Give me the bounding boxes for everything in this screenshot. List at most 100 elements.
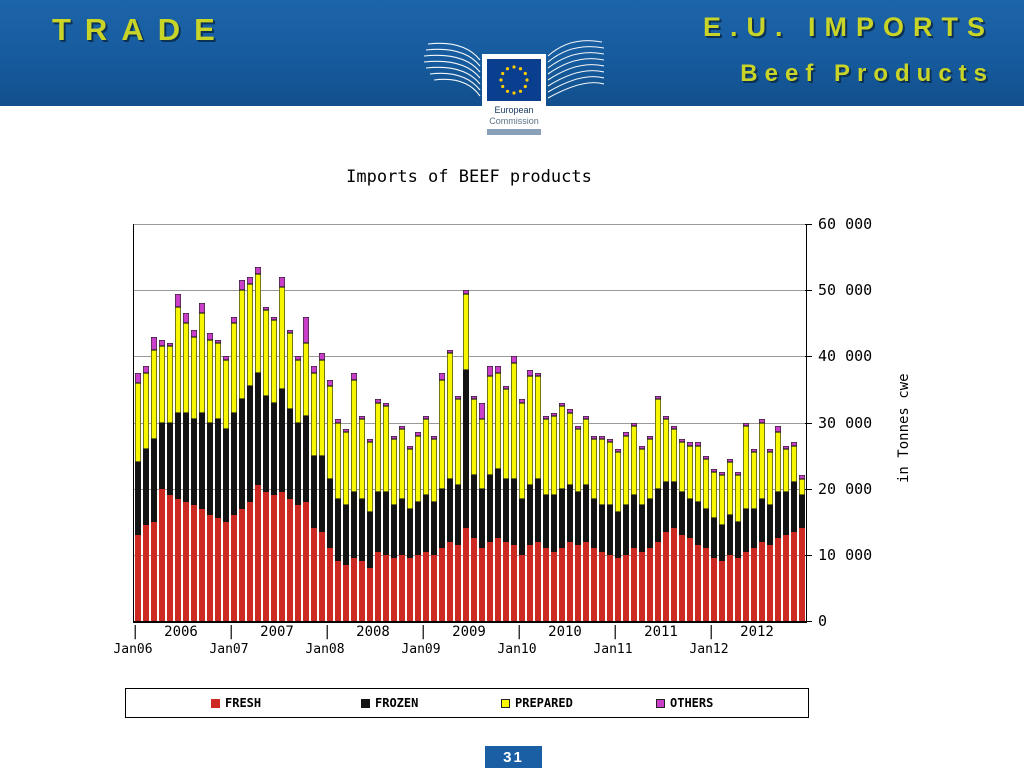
stacked-bar xyxy=(415,432,421,621)
stacked-bar xyxy=(479,402,485,621)
stacked-bar xyxy=(279,276,285,621)
bar-segment-prepared xyxy=(751,452,757,509)
bar-segment-others xyxy=(295,356,301,360)
legend-item-prepared: PREPARED xyxy=(501,696,656,710)
bar-segment-fresh xyxy=(135,534,141,621)
bar-segment-fresh xyxy=(783,534,789,621)
bar-segment-others xyxy=(151,336,157,350)
bar-segment-others xyxy=(383,402,389,406)
bar-segment-prepared xyxy=(407,448,413,509)
bar-segment-fresh xyxy=(799,528,805,621)
stacked-bar xyxy=(767,449,773,621)
stacked-bar xyxy=(455,396,461,621)
bar-segment-fresh xyxy=(367,568,373,621)
bar-segment-frozen xyxy=(423,495,429,552)
bar-segment-frozen xyxy=(703,508,709,549)
bar-segment-frozen xyxy=(151,439,157,522)
bar-segment-others xyxy=(439,372,445,380)
gridline xyxy=(134,356,806,358)
bar-segment-prepared xyxy=(383,405,389,492)
bar-segment-others xyxy=(671,425,677,430)
bar-segment-prepared xyxy=(695,445,701,502)
stacked-bar xyxy=(503,386,509,621)
bar-segment-prepared xyxy=(623,435,629,506)
stacked-bar xyxy=(319,353,325,621)
bar-segment-prepared xyxy=(287,333,293,410)
bar-segment-frozen xyxy=(535,478,541,542)
x-axis-year-label: 2012 xyxy=(740,624,774,640)
bar-segment-prepared xyxy=(199,313,205,413)
bar-segment-prepared xyxy=(351,379,357,492)
bar-segment-fresh xyxy=(679,534,685,621)
bar-segment-frozen xyxy=(359,498,365,562)
bar-segment-frozen xyxy=(327,478,333,549)
x-axis: | 2006 Jan06 | 2007 Jan07 | 2008 Jan08 | 2009 Jan09… xyxy=(113,622,833,664)
bar-segment-prepared xyxy=(775,432,781,492)
legend-swatch-prepared xyxy=(501,698,510,708)
bar-segment-prepared xyxy=(431,439,437,502)
stacked-bar xyxy=(255,267,261,621)
legend-swatch-frozen xyxy=(361,698,370,708)
bar-segment-others xyxy=(175,293,181,307)
bar-segment-prepared xyxy=(743,425,749,509)
bar-segment-others xyxy=(135,372,141,383)
stacked-bar xyxy=(511,356,517,621)
bar-segment-others xyxy=(687,442,693,446)
x-axis-tick: | xyxy=(227,624,236,640)
bar-segment-fresh xyxy=(767,544,773,621)
bar-segment-prepared xyxy=(295,359,301,423)
bar-segment-others xyxy=(223,356,229,360)
bar-segment-fresh xyxy=(583,541,589,621)
bar-segment-fresh xyxy=(551,551,557,621)
bar-segment-prepared xyxy=(231,323,237,413)
bar-segment-frozen xyxy=(295,422,301,506)
bar-segment-frozen xyxy=(183,412,189,502)
x-axis-year-label: 2008 xyxy=(356,624,390,640)
bar-segment-others xyxy=(359,415,365,420)
bar-segment-frozen xyxy=(559,488,565,549)
y-axis-tick-label: 0 xyxy=(818,612,828,630)
bar-segment-prepared xyxy=(759,422,765,499)
bar-segment-prepared xyxy=(535,376,541,479)
bar-segment-prepared xyxy=(207,339,213,423)
bar-segment-fresh xyxy=(423,551,429,621)
bar-segment-fresh xyxy=(255,485,261,621)
bar-segment-fresh xyxy=(143,525,149,621)
legend-label-frozen: FROZEN xyxy=(375,696,419,710)
bar-segment-prepared xyxy=(159,346,165,423)
bar-segment-prepared xyxy=(511,362,517,479)
bar-segment-fresh xyxy=(239,508,245,621)
bar-segment-fresh xyxy=(391,558,397,621)
bar-segment-frozen xyxy=(759,498,765,542)
bar-segment-frozen xyxy=(711,518,717,559)
bar-segment-prepared xyxy=(495,372,501,469)
bar-segment-frozen xyxy=(375,491,381,552)
header-right-title-line2: Beef Products xyxy=(740,60,994,87)
bar-segment-others xyxy=(471,396,477,400)
stacked-bar xyxy=(391,435,397,621)
bar-segment-frozen xyxy=(271,402,277,496)
bar-segment-prepared xyxy=(375,402,381,492)
bar-segment-others xyxy=(623,432,629,436)
stacked-bar xyxy=(471,396,477,621)
bar-segment-frozen xyxy=(543,495,549,549)
european-commission-logo: European Commission xyxy=(423,34,605,140)
bar-segment-prepared xyxy=(543,419,549,496)
bar-segment-prepared xyxy=(631,425,637,496)
legend-label-fresh: FRESH xyxy=(225,696,262,710)
bar-segment-frozen xyxy=(567,485,573,542)
bar-segment-fresh xyxy=(167,495,173,621)
bar-segment-fresh xyxy=(287,498,293,621)
bar-segment-others xyxy=(231,316,237,324)
legend-swatch-others xyxy=(656,698,665,708)
bar-segment-fresh xyxy=(383,554,389,621)
bar-segment-prepared xyxy=(263,310,269,397)
stacked-bar xyxy=(167,343,173,621)
bar-segment-others xyxy=(271,316,277,320)
bar-segment-frozen xyxy=(231,412,237,516)
bar-segment-fresh xyxy=(231,515,237,621)
bar-segment-prepared xyxy=(223,359,229,430)
bar-segment-others xyxy=(399,425,405,430)
bar-segment-fresh xyxy=(399,554,405,621)
bar-segment-others xyxy=(767,449,773,453)
